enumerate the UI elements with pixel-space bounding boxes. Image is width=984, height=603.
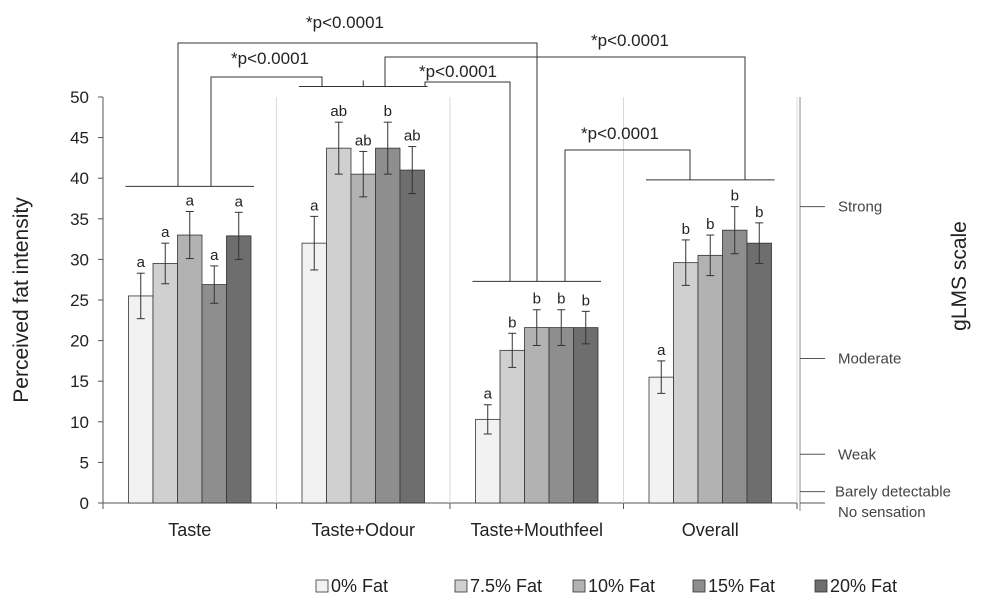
bar [549, 328, 574, 503]
significance-letter: b [582, 292, 590, 309]
significance-label: *p<0.0001 [591, 31, 669, 50]
significance-letter: a [484, 386, 493, 403]
bar [351, 174, 376, 503]
significance-letter: a [161, 224, 170, 241]
y-tick-label: 45 [70, 129, 89, 148]
significance-letter: a [137, 254, 146, 271]
category-label: Taste [168, 520, 211, 540]
significance-letter: b [508, 314, 516, 331]
legend-label: 15% Fat [708, 576, 775, 596]
bar [500, 350, 525, 503]
significance-letter: ab [330, 103, 347, 120]
y-tick-label: 35 [70, 210, 89, 229]
significance-letter: a [657, 342, 666, 359]
bar [747, 243, 772, 503]
significance-letter: a [310, 197, 319, 214]
glms-label: Weak [838, 446, 877, 463]
bar [674, 263, 699, 503]
chart-legend: 0% Fat 7.5% Fat 10% Fat 15% Fat 20% Fat [316, 576, 897, 596]
glms-scale-title: gLMS scale [948, 221, 971, 331]
y-tick-label: 5 [80, 453, 89, 472]
y-tick-label: 50 [70, 88, 89, 107]
significance-letter: b [557, 291, 565, 308]
significance-letter: a [186, 192, 195, 209]
y-tick-label: 10 [70, 413, 89, 432]
bar [376, 148, 401, 503]
legend-label: 20% Fat [830, 576, 897, 596]
y-tick-label: 30 [70, 250, 89, 269]
significance-letter: ab [355, 132, 372, 149]
category-label: Taste+Mouthfeel [470, 520, 603, 540]
glms-label: Strong [838, 199, 882, 216]
significance-letter: b [731, 188, 739, 205]
significance-label: *p<0.0001 [231, 49, 309, 68]
legend-swatch [693, 580, 705, 592]
significance-label: *p<0.0001 [306, 13, 384, 32]
y-tick-label: 15 [70, 372, 89, 391]
bar [400, 170, 425, 503]
legend-swatch [316, 580, 328, 592]
legend-swatch [455, 580, 467, 592]
legend-label: 0% Fat [331, 576, 388, 596]
significance-letter: b [533, 291, 541, 308]
significance-letter: b [384, 103, 392, 120]
legend-swatch [573, 580, 585, 592]
significance-connector [425, 82, 510, 281]
significance-letter: b [755, 204, 763, 221]
significance-letter: ab [404, 128, 421, 145]
bar [302, 243, 327, 503]
bar [574, 328, 599, 503]
bar [153, 263, 178, 503]
category-label: Taste+Odour [311, 520, 415, 540]
significance-connector [211, 77, 322, 186]
significance-letter: a [235, 193, 244, 210]
category-label: Overall [682, 520, 739, 540]
bar [698, 255, 723, 503]
y-axis-label: Perceived fat intensity [10, 197, 33, 403]
legend-label: 10% Fat [588, 576, 655, 596]
y-tick-label: 25 [70, 291, 89, 310]
significance-letter: b [682, 221, 690, 238]
significance-label: *p<0.0001 [419, 62, 497, 81]
bar [202, 285, 227, 503]
bar [649, 377, 674, 503]
y-tick-label: 40 [70, 169, 89, 188]
bar [129, 296, 154, 503]
glms-label: Moderate [838, 350, 901, 367]
bar [227, 236, 252, 503]
legend-label: 7.5% Fat [470, 576, 542, 596]
significance-label: *p<0.0001 [581, 124, 659, 143]
bar [525, 328, 550, 503]
y-tick-label: 0 [80, 494, 89, 513]
bar [327, 148, 352, 503]
bar [723, 230, 748, 503]
glms-label: Barely detectable [835, 484, 951, 501]
significance-letter: a [210, 247, 219, 264]
bar [178, 235, 203, 503]
significance-connector [565, 150, 690, 281]
glms-scale: Strong Moderate Weak Barely detectable No se… [800, 97, 951, 521]
legend-swatch [815, 580, 827, 592]
y-tick-label: 20 [70, 332, 89, 351]
significance-letter: b [706, 216, 714, 233]
glms-label: No sensation [838, 504, 926, 521]
